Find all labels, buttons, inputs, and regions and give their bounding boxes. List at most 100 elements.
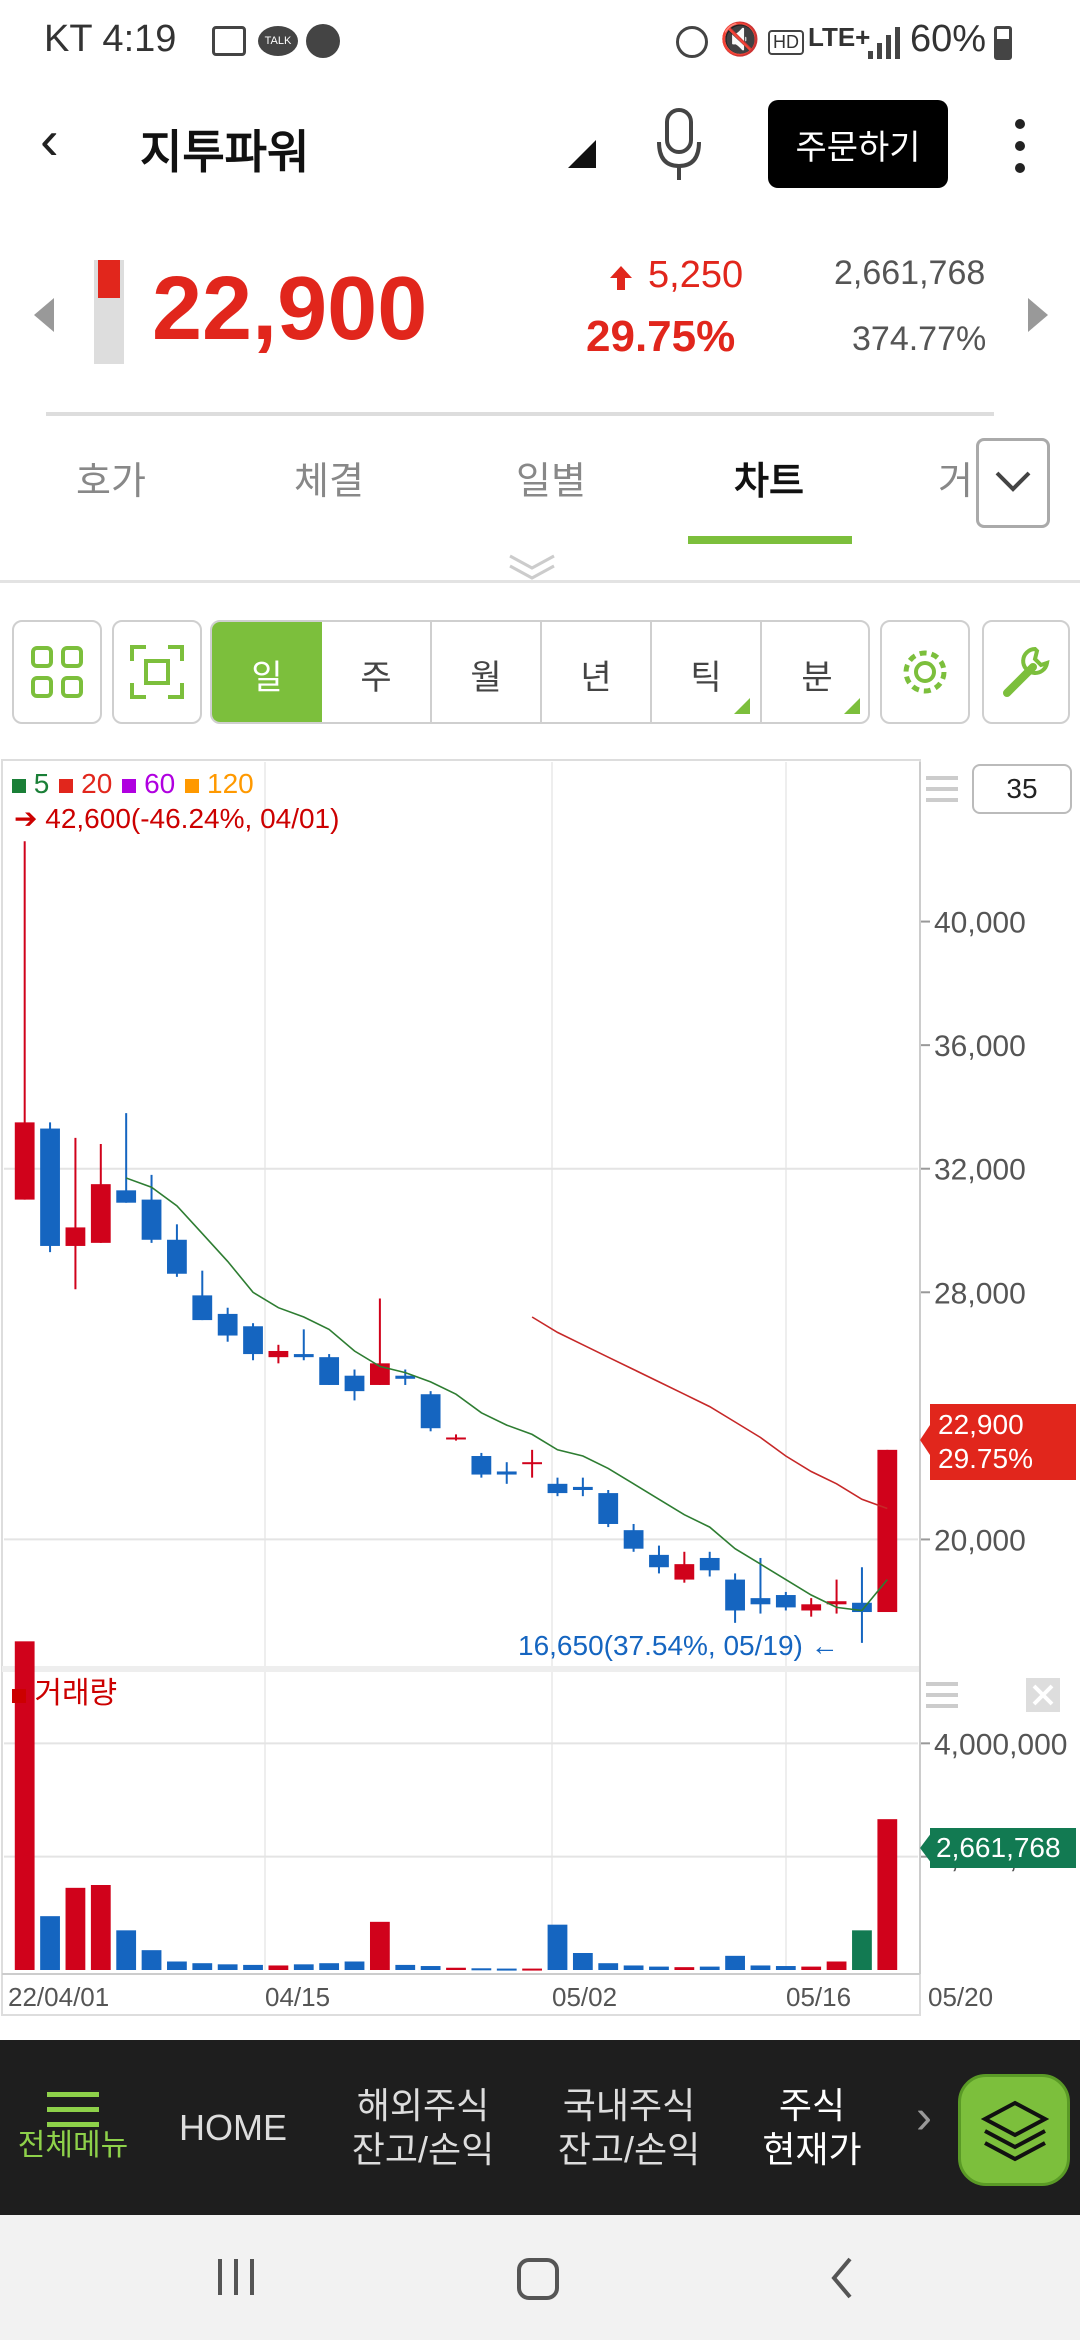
microphone-icon[interactable]	[654, 108, 704, 184]
volume-menu-icon[interactable]	[926, 1682, 958, 1710]
dropdown-triangle-icon[interactable]	[568, 140, 596, 168]
back-icon[interactable]: ‹	[40, 108, 59, 171]
volume-bar	[496, 1968, 517, 1971]
candle-body	[344, 1375, 365, 1392]
kakaotalk-icon: TALK	[258, 26, 298, 56]
up-arrow-icon	[610, 266, 632, 290]
current-price-tag: 22,900 29.75%	[930, 1404, 1076, 1480]
stock-name[interactable]: 지투파워	[140, 126, 310, 178]
legend-ma60: 60	[122, 768, 175, 800]
tools-button[interactable]	[982, 620, 1070, 724]
ma-legend: 5 20 60 120	[12, 768, 254, 800]
period-tick[interactable]: 틱	[652, 622, 762, 722]
system-nav-bar	[0, 2215, 1080, 2340]
volume-bar	[446, 1967, 466, 1970]
candle-body	[243, 1326, 263, 1355]
volume-bar	[775, 1966, 796, 1970]
volume-ratio: 374.77%	[852, 320, 987, 358]
candle-body	[725, 1579, 745, 1611]
recent-apps-icon[interactable]	[216, 2257, 256, 2297]
volume-tag: 2,661,768	[930, 1828, 1076, 1868]
volume-bar	[90, 1885, 111, 1970]
tab-bar: 호가 체결 일별 차트 거	[0, 430, 1080, 583]
period-selector: 일 주 월 년 틱 분	[210, 620, 870, 724]
volume-bar	[40, 1916, 60, 1970]
volume-bar	[395, 1964, 416, 1970]
nav-full-menu[interactable]: 전체메뉴	[0, 2040, 146, 2215]
tab-daily[interactable]: 일별	[516, 461, 586, 503]
trade-volume: 2,661,768	[834, 254, 986, 292]
candle-body	[90, 1184, 111, 1243]
nav-home[interactable]: HOME	[179, 2106, 287, 2148]
battery-percent: 60%	[910, 18, 987, 60]
home-icon[interactable]	[516, 2257, 560, 2301]
layers-fab[interactable]	[958, 2074, 1070, 2186]
candle-body	[293, 1354, 314, 1358]
candle-body	[775, 1595, 796, 1608]
chart-canvas: 40,000 36,000 32,000 28,000 20,000 4,000,000 2…	[1, 759, 1067, 2016]
gallery-icon	[212, 26, 246, 56]
more-menu-icon[interactable]	[1010, 116, 1030, 176]
x-tick-label: 05/20	[928, 1982, 993, 2012]
mini-candle-icon	[94, 260, 124, 364]
close-volume-icon[interactable]	[1026, 1678, 1060, 1712]
candle-body	[496, 1471, 517, 1475]
grid-icon	[31, 646, 83, 698]
candle-body	[649, 1554, 669, 1568]
volume-bar	[141, 1950, 162, 1970]
period-month[interactable]: 월	[432, 622, 542, 722]
candle-body	[877, 1449, 898, 1613]
candle-body	[192, 1295, 213, 1321]
candle-body	[141, 1199, 162, 1240]
price-summary: 22,900 5,250 29.75% 2,661,768 374.77%	[0, 230, 1080, 416]
collapse-handle-icon[interactable]	[508, 554, 556, 582]
tab-more[interactable]: 거	[938, 461, 973, 503]
volume-bar	[319, 1963, 340, 1970]
chart-menu-icon[interactable]	[926, 776, 958, 804]
nav-overseas-balance[interactable]: 해외주식 잔고/손익	[351, 2085, 495, 2170]
candle-count-field[interactable]: 35	[972, 764, 1072, 814]
next-stock-icon[interactable]	[1028, 298, 1048, 332]
mute-icon: 🔇	[720, 21, 760, 57]
tab-orderbook[interactable]: 호가	[76, 461, 146, 503]
fullscreen-button[interactable]	[112, 620, 202, 724]
candle-body	[471, 1456, 492, 1475]
settings-button[interactable]	[880, 620, 970, 724]
candle-body	[14, 1122, 35, 1200]
y-tick-label: 32,000	[934, 1154, 1026, 1187]
period-day[interactable]: 일	[212, 622, 322, 722]
order-button[interactable]: 주문하기	[768, 100, 948, 188]
wrench-icon	[1003, 646, 1050, 697]
prev-stock-icon[interactable]	[34, 298, 54, 332]
period-week[interactable]: 주	[322, 622, 432, 722]
candle-body	[598, 1493, 619, 1524]
nav-scroll-right-icon[interactable]: ›	[916, 2091, 932, 2144]
period-minute[interactable]: 분	[801, 658, 833, 697]
nav-domestic-balance[interactable]: 국내주식 잔고/손익	[557, 2085, 701, 2170]
tab-chart[interactable]: 차트	[734, 461, 804, 503]
chevron-down-icon	[995, 471, 1031, 492]
legend-ma120: 120	[185, 768, 254, 800]
y-tick-label: 36,000	[934, 1030, 1026, 1063]
price-tag-pointer	[920, 1422, 932, 1458]
back-nav-icon[interactable]	[830, 2257, 854, 2299]
nav-stock-price[interactable]: 주식 현재가	[762, 2085, 862, 2170]
nav-full-menu-label: 전체메뉴	[17, 2128, 129, 2162]
gear-icon	[903, 650, 947, 694]
stock-chart[interactable]: 40,000 36,000 32,000 28,000 20,000 4,000,000 2…	[0, 758, 1080, 2020]
tick-options-icon	[734, 698, 750, 714]
hd-icon: HD	[768, 30, 804, 55]
candle-body	[319, 1357, 340, 1385]
tabs-expand-button[interactable]	[976, 438, 1050, 528]
volume-bar	[522, 1968, 543, 1971]
bottom-nav: 전체메뉴 HOME 해외주식 잔고/손익 국내주식 잔고/손익 주식 현재가 ›	[0, 2040, 1080, 2215]
period-year[interactable]: 년	[542, 622, 652, 722]
tab-executions[interactable]: 체결	[294, 461, 364, 503]
volume-bar	[598, 1963, 619, 1970]
layout-grid-button[interactable]	[12, 620, 102, 724]
tab-bar-divider	[0, 580, 1080, 583]
candle-body	[395, 1375, 416, 1379]
volume-bar	[699, 1966, 720, 1970]
carrier-time: KT 4:19	[44, 18, 177, 60]
x-tick-label: 05/16	[786, 1982, 851, 2012]
